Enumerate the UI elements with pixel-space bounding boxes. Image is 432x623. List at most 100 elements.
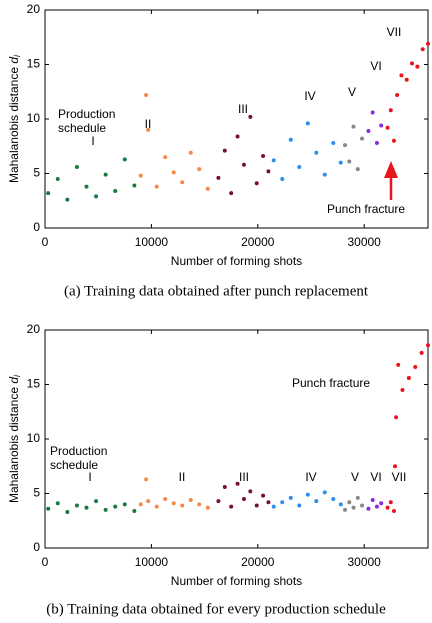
data-point	[84, 184, 89, 189]
data-point	[280, 176, 285, 181]
data-point	[379, 501, 384, 506]
data-point	[399, 73, 404, 78]
annotation: IV	[305, 470, 316, 484]
x-tick-label: 10000	[135, 235, 169, 249]
data-point	[297, 503, 302, 508]
y-axis-label-subscript: i	[12, 54, 22, 57]
data-point	[46, 191, 51, 196]
data-point	[113, 188, 118, 193]
data-point	[216, 175, 221, 180]
y-tick-label: 15	[27, 57, 41, 71]
data-point	[180, 180, 185, 185]
data-point	[188, 150, 193, 155]
data-point	[271, 504, 276, 509]
data-point	[146, 499, 151, 504]
y-tick-label: 15	[27, 377, 41, 391]
data-point	[163, 155, 168, 160]
data-point	[385, 125, 390, 130]
y-axis-label-text: Mahalanobis distance	[7, 387, 21, 503]
data-point	[103, 172, 108, 177]
data-point	[413, 365, 418, 370]
data-point	[331, 140, 336, 145]
data-point	[132, 508, 137, 513]
data-point	[65, 510, 70, 515]
data-point	[415, 64, 420, 69]
annotation: VII	[392, 470, 407, 484]
data-point	[163, 496, 168, 501]
y-axis-label: Mahalanobis distance di	[7, 374, 22, 503]
annotation: I	[91, 134, 94, 148]
data-point	[103, 507, 108, 512]
data-point	[338, 502, 343, 507]
data-point	[188, 498, 193, 503]
y-axis-label-symbol: d	[7, 377, 21, 384]
caption: (b) Training data obtained for every pro…	[46, 601, 386, 617]
data-point	[205, 505, 210, 510]
data-point	[305, 492, 310, 497]
y-tick-label: 20	[27, 2, 41, 16]
y-axis-label-text: Mahalanobis distance	[7, 67, 21, 183]
data-point	[406, 375, 411, 380]
data-point	[144, 93, 149, 98]
annotation: schedule	[58, 121, 106, 135]
data-point	[400, 387, 405, 392]
data-point	[370, 110, 375, 115]
data-point	[420, 47, 425, 52]
annotation: Punch fracture	[327, 202, 405, 216]
x-axis-label: Number of forming shots	[171, 254, 302, 268]
data-point	[94, 194, 99, 199]
x-axis-label: Number of forming shots	[171, 574, 302, 588]
data-point	[229, 191, 234, 196]
annotation: III	[239, 470, 249, 484]
data-point	[113, 504, 118, 509]
data-point	[347, 159, 352, 164]
annotation: II	[179, 470, 186, 484]
data-point	[343, 143, 348, 148]
data-point	[370, 498, 375, 503]
data-point	[132, 183, 137, 188]
data-point	[343, 507, 348, 512]
data-point	[146, 127, 151, 132]
data-point	[366, 128, 371, 133]
arrow-head	[384, 161, 398, 178]
x-tick-label: 10000	[135, 555, 169, 569]
data-point	[374, 504, 379, 509]
x-tick-label: 30000	[347, 235, 381, 249]
annotation: Punch fracture	[292, 376, 370, 390]
data-point	[360, 503, 365, 508]
data-point	[74, 164, 79, 169]
x-tick-label: 20000	[241, 555, 275, 569]
data-point	[138, 502, 143, 507]
data-point	[197, 502, 202, 507]
y-axis-label-subscript: i	[12, 374, 22, 377]
data-point	[322, 490, 327, 495]
data-point	[261, 493, 266, 498]
annotation: III	[238, 102, 248, 116]
data-point	[84, 505, 89, 510]
annotation: II	[145, 117, 152, 131]
data-point	[138, 173, 143, 178]
y-tick-label: 5	[33, 486, 40, 500]
data-point	[395, 93, 400, 98]
data-point	[180, 503, 185, 508]
x-tick-label: 30000	[347, 555, 381, 569]
annotation: V	[351, 470, 359, 484]
data-point	[394, 415, 399, 420]
data-point	[388, 108, 393, 113]
x-tick-label: 20000	[241, 235, 275, 249]
annotation: I	[88, 470, 91, 484]
data-point	[122, 502, 127, 507]
annotation: Production	[58, 107, 115, 121]
y-tick-label: 5	[33, 166, 40, 180]
data-point	[351, 505, 356, 510]
data-point	[222, 484, 227, 489]
data-point	[391, 138, 396, 143]
data-point	[171, 501, 176, 506]
y-tick-label: 0	[33, 220, 40, 234]
data-point	[347, 500, 352, 505]
data-point	[235, 134, 240, 139]
data-point	[241, 162, 246, 167]
data-point	[426, 343, 430, 348]
data-point	[393, 464, 398, 469]
